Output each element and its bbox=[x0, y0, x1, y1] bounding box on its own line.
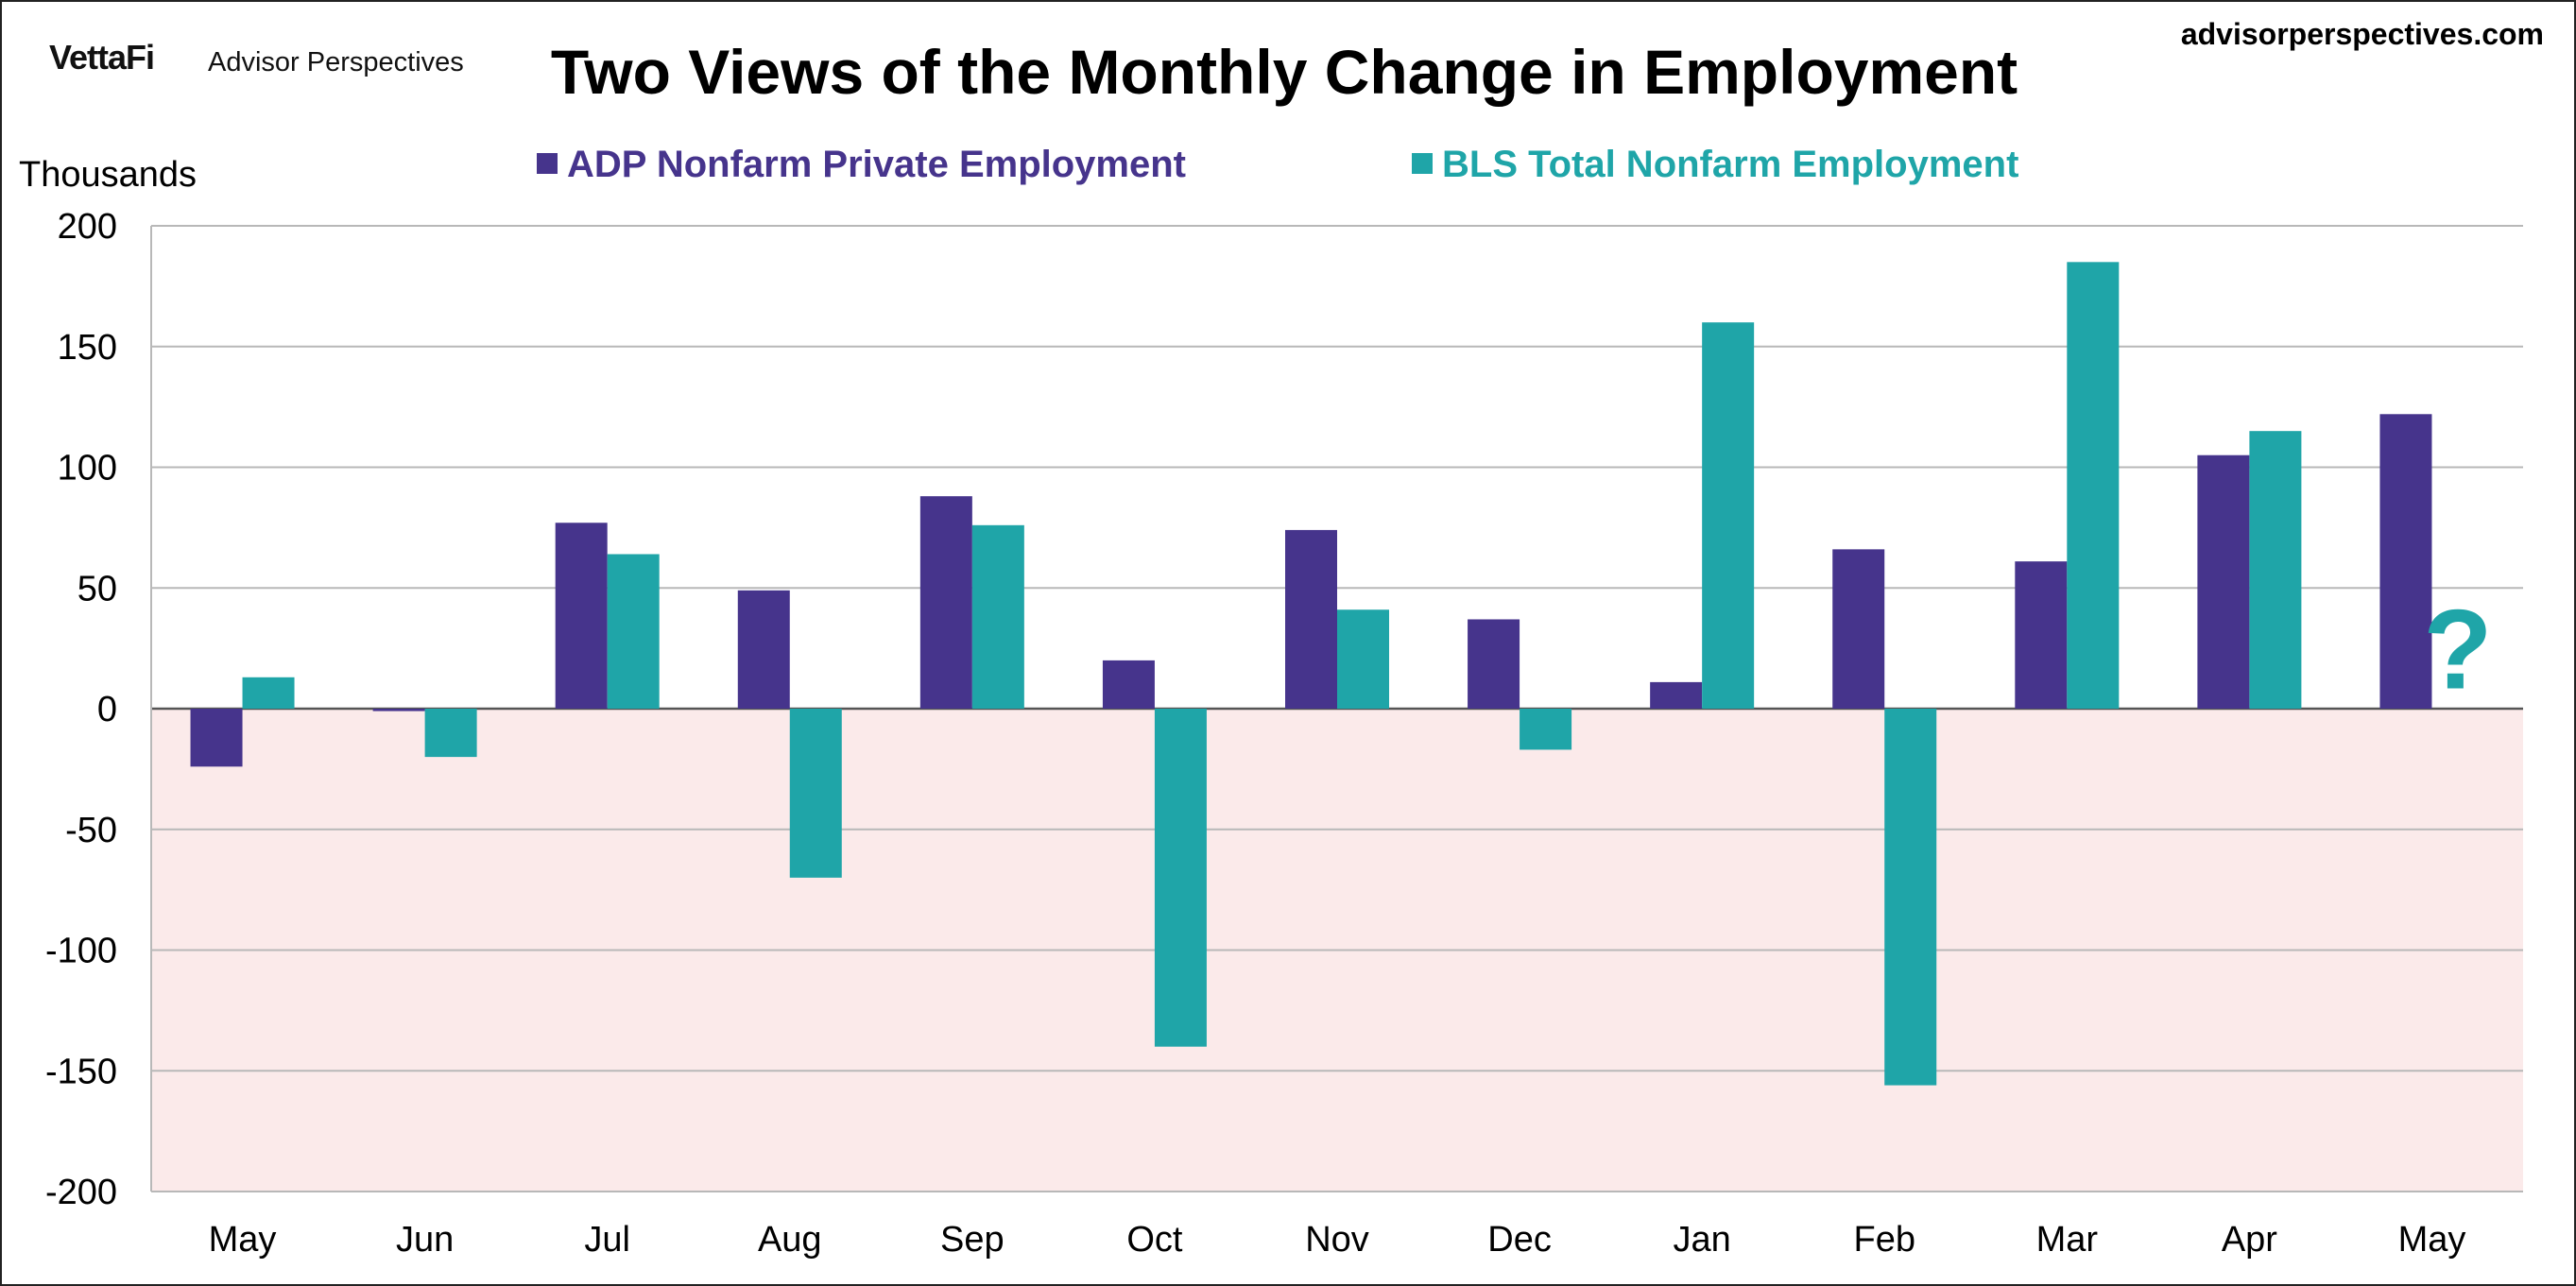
bar-adp bbox=[2015, 561, 2068, 709]
bar-bls bbox=[1702, 322, 1755, 709]
bar-adp bbox=[737, 590, 790, 709]
bar-adp bbox=[1285, 529, 1337, 709]
x-tick-label: Sep bbox=[940, 1220, 1005, 1260]
bar-adp bbox=[1102, 660, 1155, 709]
bar-adp bbox=[1832, 549, 1885, 709]
bar-adp bbox=[2197, 454, 2250, 709]
bar-bls bbox=[424, 709, 477, 758]
y-tick-label: -200 bbox=[45, 1173, 117, 1212]
bar-bls bbox=[1884, 709, 1937, 1086]
y-tick-label: -100 bbox=[45, 932, 117, 971]
x-tick-label: Aug bbox=[758, 1220, 822, 1260]
bar-bls bbox=[1337, 609, 1389, 709]
site-url: advisorperspectives.com bbox=[2180, 17, 2544, 51]
legend-label-adp: ADP Nonfarm Private Employment bbox=[567, 144, 1186, 185]
bar-bls bbox=[2067, 262, 2120, 709]
y-tick-label: 150 bbox=[58, 328, 117, 368]
bar-adp bbox=[555, 523, 608, 709]
bar-adp bbox=[1650, 681, 1703, 709]
y-tick-label: -50 bbox=[65, 811, 117, 850]
x-tick-label: Nov bbox=[1305, 1220, 1369, 1260]
x-tick-label: Mar bbox=[2036, 1220, 2099, 1260]
legend-swatch-bls bbox=[1412, 153, 1433, 174]
y-axis-label: Thousands bbox=[19, 155, 197, 195]
chart-title: Two Views of the Monthly Change in Emplo… bbox=[0, 36, 2576, 108]
bar-adp bbox=[190, 709, 243, 767]
x-tick-label: Feb bbox=[1853, 1220, 1915, 1260]
bar-bls bbox=[607, 554, 660, 709]
y-tick-label: 50 bbox=[77, 569, 117, 609]
bar-adp bbox=[919, 496, 972, 709]
legend-swatch-adp bbox=[537, 153, 558, 174]
chart-title-text: Two Views of the Monthly Change in Emplo… bbox=[550, 37, 2018, 107]
bar-adp bbox=[372, 709, 425, 712]
x-tick-label: Dec bbox=[1487, 1220, 1552, 1260]
x-tick-label: Oct bbox=[1126, 1220, 1183, 1260]
legend-label-bls: BLS Total Nonfarm Employment bbox=[1442, 144, 2019, 185]
x-tick-label: May bbox=[209, 1220, 277, 1260]
bar-adp bbox=[2379, 414, 2432, 709]
legend-item-bls: BLS Total Nonfarm Employment bbox=[1412, 144, 2018, 186]
x-tick-label: Jun bbox=[396, 1220, 454, 1260]
y-tick-label: 100 bbox=[58, 449, 117, 489]
x-tick-label: Jul bbox=[584, 1220, 630, 1260]
y-tick-label: 0 bbox=[97, 690, 117, 729]
bar-adp bbox=[1468, 619, 1520, 709]
logo-sub-text: Advisor Perspectives bbox=[208, 47, 464, 77]
vettafi-logo: VettaFi Advisor Perspectives bbox=[49, 38, 464, 77]
question-mark-annotation: ? bbox=[2423, 586, 2492, 712]
x-tick-label: Apr bbox=[2222, 1220, 2277, 1260]
y-tick-label: 200 bbox=[58, 207, 117, 247]
y-tick-label: -150 bbox=[45, 1052, 117, 1091]
x-tick-label: May bbox=[2398, 1220, 2466, 1260]
bar-bls bbox=[2249, 431, 2302, 709]
bar-bls bbox=[1520, 709, 1572, 750]
x-tick-label: Jan bbox=[1674, 1220, 1731, 1260]
legend-item-adp: ADP Nonfarm Private Employment bbox=[537, 144, 1186, 186]
bar-bls bbox=[242, 677, 295, 709]
bar-bls bbox=[789, 709, 842, 878]
bar-bls bbox=[971, 524, 1024, 709]
bar-bls bbox=[1154, 709, 1207, 1047]
logo-brand-text: VettaFi bbox=[49, 38, 155, 77]
